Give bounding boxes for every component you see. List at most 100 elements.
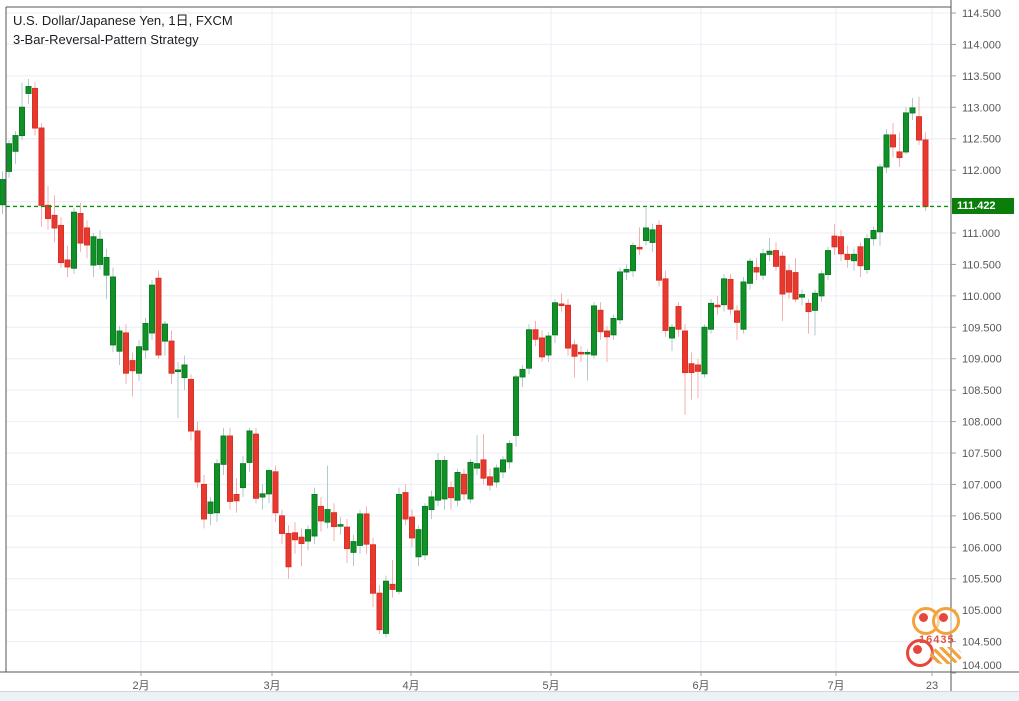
candle [493, 467, 500, 483]
candle [376, 592, 383, 631]
chart-legend: U.S. Dollar/Japanese Yen, 1日, FXCM 3-Bar… [13, 11, 233, 49]
candle [97, 238, 103, 265]
candle [318, 505, 324, 522]
candle [435, 460, 441, 501]
candle [883, 134, 890, 168]
candle [701, 326, 708, 375]
candle [506, 443, 513, 463]
candle [688, 363, 695, 374]
candle [584, 351, 591, 355]
candle [259, 493, 266, 498]
price-axis-label: 113.000 [962, 102, 1001, 114]
candle [12, 135, 19, 152]
candle [851, 253, 857, 262]
candle [799, 294, 805, 298]
candle [467, 461, 474, 500]
candle [285, 532, 292, 568]
price-axis-label: 104.500 [962, 637, 1002, 649]
candle [363, 513, 370, 545]
candle [805, 302, 812, 313]
candle [760, 253, 766, 276]
time-axis[interactable]: 2月 3月 4月 5月 6月 7月 23 [132, 672, 938, 692]
candle [441, 460, 448, 500]
candle [64, 259, 71, 268]
hatched-oval-icon [930, 647, 962, 664]
time-axis-label: 2月 [132, 680, 149, 692]
price-axis-label: 109.500 [962, 322, 1002, 334]
price-axis-label: 110.000 [962, 291, 1001, 303]
orange-ring-icon [932, 607, 960, 635]
candle [168, 340, 175, 374]
watermark-number: 16435 [919, 634, 955, 646]
price-axis-label: 114.500 [962, 8, 1001, 20]
candle [727, 279, 734, 310]
candle [422, 505, 428, 556]
candle [597, 309, 604, 333]
candle [175, 369, 181, 373]
candle [181, 364, 188, 379]
price-axis-label: 107.000 [962, 479, 1002, 491]
candle [786, 270, 792, 293]
candle [370, 544, 376, 594]
price-axis[interactable]: 114.500 114.000 113.500 113.000 112.500 112.0… [951, 8, 1002, 674]
candle [721, 278, 727, 306]
candle [38, 127, 45, 206]
candle [149, 284, 155, 334]
symbol-title[interactable]: U.S. Dollar/Japanese Yen, 1日, FXCM [13, 13, 233, 28]
candle [58, 224, 64, 264]
candle [558, 303, 565, 307]
candle [896, 151, 903, 159]
candle [578, 351, 584, 355]
candle [623, 268, 630, 273]
strategy-title[interactable]: 3-Bar-Reversal-Pattern Strategy [13, 32, 199, 47]
candle [461, 473, 467, 495]
candle [227, 435, 233, 502]
current-price-label[interactable]: 111.422 [952, 198, 1014, 214]
candle [298, 536, 305, 545]
candle [591, 305, 597, 356]
candle [253, 433, 259, 499]
candle [532, 329, 539, 340]
candle [747, 260, 753, 284]
candle [428, 496, 435, 511]
candle [844, 253, 851, 260]
candle [487, 476, 493, 486]
candle [480, 459, 487, 479]
candle [0, 179, 6, 206]
candle [812, 292, 818, 311]
candle [201, 483, 207, 520]
time-axis-label: 7月 [827, 680, 844, 692]
candle [19, 106, 25, 137]
price-axis-label: 105.500 [962, 574, 1002, 586]
candle [233, 493, 240, 502]
time-axis-label: 5月 [542, 680, 559, 692]
candle [714, 304, 721, 308]
candle [825, 250, 831, 275]
candle [357, 513, 363, 546]
time-axis-label: 3月 [263, 680, 280, 692]
candle [695, 364, 701, 372]
candle [857, 246, 864, 267]
candle [415, 529, 422, 558]
candle [818, 273, 825, 297]
candle [571, 344, 578, 357]
candle [669, 326, 675, 339]
candle [84, 227, 90, 246]
red-dot-icon [913, 645, 922, 654]
price-axis-label: 106.000 [962, 542, 1002, 554]
candle [194, 430, 201, 483]
candle [890, 134, 896, 148]
candles-layer [0, 78, 929, 638]
candle [324, 509, 331, 523]
candle [617, 271, 623, 321]
candle [214, 463, 220, 514]
price-axis-label: 109.000 [962, 354, 1002, 366]
candle [779, 255, 786, 295]
candle [123, 332, 129, 374]
candle [682, 330, 688, 374]
candle [500, 459, 506, 473]
candle [129, 360, 136, 372]
candle [51, 214, 58, 229]
